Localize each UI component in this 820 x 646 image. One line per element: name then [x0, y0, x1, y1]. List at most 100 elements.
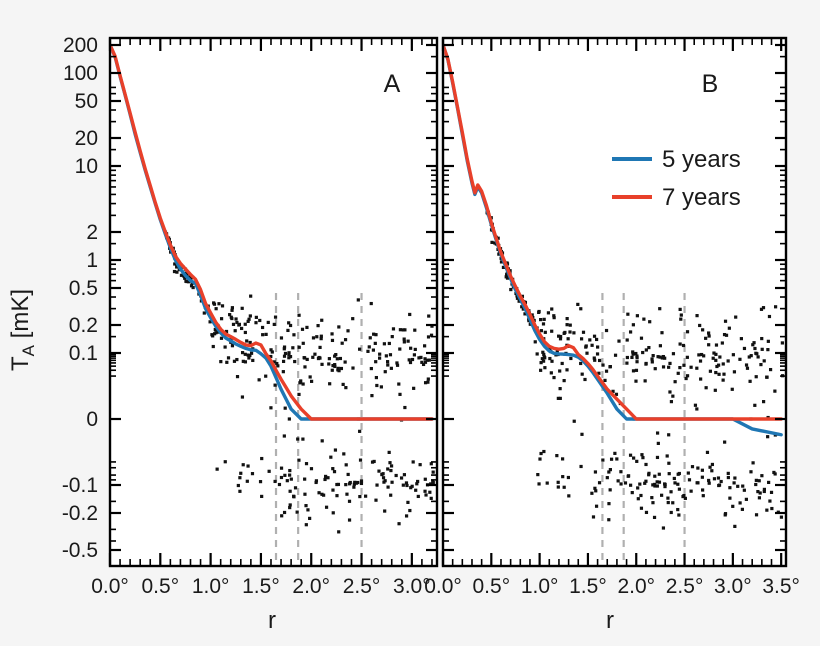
data-point: [676, 507, 680, 512]
data-point: [728, 486, 732, 490]
data-point: [738, 501, 742, 505]
data-point: [541, 350, 545, 354]
data-point: [755, 352, 759, 356]
data-point: [239, 471, 243, 475]
data-point: [653, 474, 657, 478]
data-point: [404, 514, 409, 518]
data-point: [619, 482, 623, 486]
data-point: [388, 353, 393, 357]
data-point: [351, 366, 355, 370]
data-point: [726, 359, 730, 363]
data-point: [660, 356, 664, 360]
data-point: [374, 360, 378, 364]
y-tick-label: 20: [75, 127, 98, 150]
data-point: [643, 481, 647, 485]
data-point: [423, 360, 428, 364]
data-point: [390, 480, 394, 484]
data-point: [235, 375, 240, 379]
data-point: [386, 360, 390, 364]
data-point: [359, 481, 364, 486]
data-point: [673, 481, 677, 485]
data-point: [348, 480, 352, 485]
data-point: [723, 440, 727, 444]
data-point: [383, 479, 387, 483]
data-point: [647, 345, 651, 350]
data-point: [647, 473, 651, 477]
data-point: [634, 368, 639, 372]
data-point: [351, 317, 355, 321]
data-point: [496, 236, 500, 240]
data-point: [266, 320, 270, 325]
data-point: [717, 372, 721, 376]
data-point: [707, 478, 711, 483]
data-point: [721, 378, 725, 382]
x-tick-label: 1.0°: [192, 575, 230, 598]
data-point: [187, 280, 191, 284]
data-point: [505, 276, 510, 280]
legend-label-5-years: 5 years: [662, 146, 741, 173]
data-point: [282, 510, 287, 515]
data-point: [689, 365, 693, 369]
data-point: [639, 336, 644, 340]
data-point: [656, 441, 660, 445]
data-point: [175, 270, 179, 274]
data-point: [326, 476, 330, 480]
data-point: [636, 497, 640, 501]
data-point: [545, 481, 549, 485]
data-point: [652, 515, 657, 520]
data-point: [273, 315, 278, 319]
data-point: [399, 476, 404, 480]
data-point: [562, 485, 566, 489]
data-point: [213, 327, 217, 332]
data-point: [273, 479, 277, 484]
data-point: [431, 470, 435, 474]
data-point: [406, 500, 410, 504]
data-point: [359, 479, 364, 483]
data-point: [718, 355, 722, 359]
data-point: [319, 337, 323, 341]
data-point: [412, 353, 417, 357]
data-point: [552, 314, 556, 318]
data-point: [273, 383, 277, 387]
data-point: [696, 481, 700, 485]
data-point: [597, 481, 602, 485]
data-point: [368, 336, 372, 340]
data-point: [324, 474, 328, 479]
data-point: [770, 506, 774, 511]
data-point: [579, 464, 583, 469]
data-point: [202, 311, 206, 315]
x-tick-label: 1.0°: [521, 575, 559, 598]
data-point: [716, 476, 721, 480]
data-point: [566, 337, 570, 341]
data-point: [644, 479, 648, 483]
data-point: [701, 488, 705, 492]
data-point: [337, 530, 341, 534]
data-point: [418, 463, 422, 467]
data-point: [698, 359, 703, 363]
y-axis-title-unit: [mK]: [7, 289, 34, 345]
data-point: [710, 469, 714, 473]
data-point: [279, 336, 284, 340]
data-point: [520, 294, 525, 298]
data-point: [210, 333, 214, 337]
data-point: [490, 240, 494, 244]
data-point: [536, 473, 540, 477]
data-point: [424, 493, 428, 497]
data-point: [769, 490, 774, 494]
data-point: [430, 324, 434, 328]
data-point: [288, 505, 292, 510]
data-point: [695, 314, 699, 318]
data-point: [579, 307, 583, 311]
data-point: [650, 360, 654, 364]
data-point: [722, 332, 727, 337]
data-point: [742, 346, 747, 351]
data-point: [560, 361, 564, 366]
data-point: [303, 365, 307, 369]
data-point: [336, 482, 341, 487]
data-point: [685, 355, 689, 359]
data-point: [671, 394, 675, 398]
data-point: [327, 357, 331, 361]
data-point: [658, 344, 662, 348]
data-point: [499, 260, 504, 264]
data-point: [619, 470, 623, 474]
